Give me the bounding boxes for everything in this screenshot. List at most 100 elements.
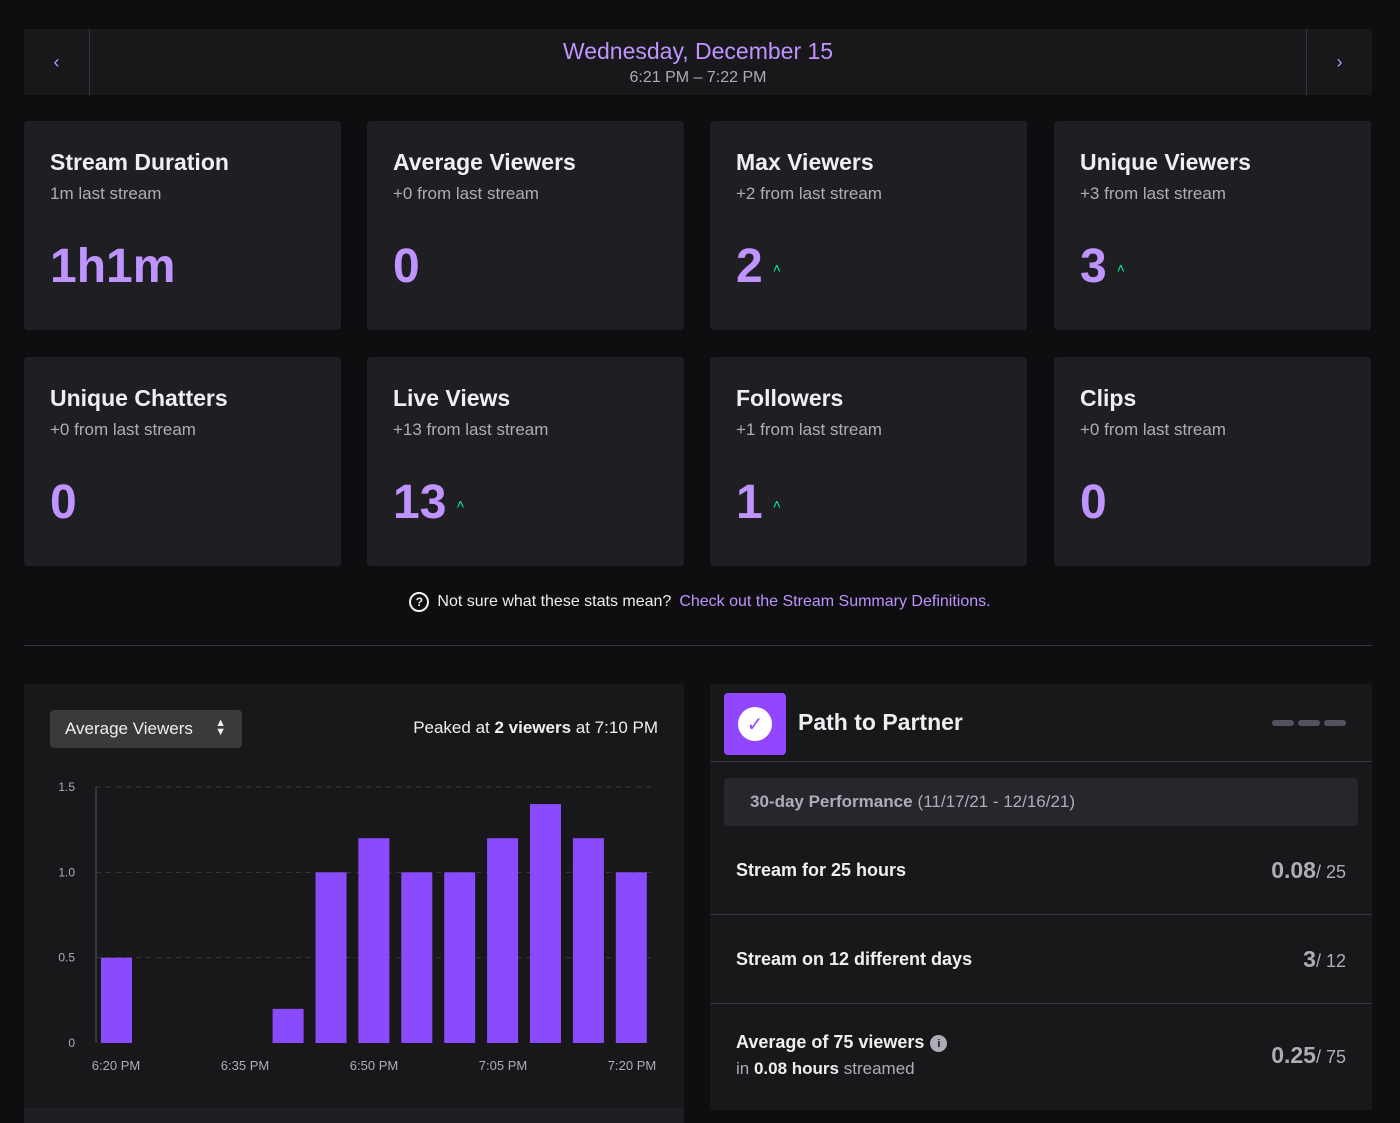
chevron-left-icon: ‹	[53, 51, 60, 72]
question-icon: ?	[409, 592, 430, 612]
stream-date-header: Wednesday, December 15 6:21 PM – 7:22 PM	[90, 29, 1306, 95]
goal-progress: 0.25/ 75	[1271, 1042, 1346, 1069]
stat-value: 0	[50, 476, 77, 529]
chart-bar	[272, 1008, 304, 1043]
peak-suffix: at 7:10 PM	[575, 718, 658, 737]
chart-bar	[101, 957, 132, 1043]
stream-time-range: 6:21 PM – 7:22 PM	[629, 68, 767, 86]
stat-title: Clips	[1080, 385, 1137, 411]
goal-sub-prefix: in	[736, 1058, 750, 1078]
stat-change: +3 from last stream	[1080, 184, 1226, 203]
partner-badge: ✓	[724, 693, 786, 755]
chart-panel-footer	[24, 1108, 684, 1123]
chevron-right-icon: ›	[1336, 51, 1343, 72]
goal-label: Average of 75 viewers	[736, 1031, 925, 1052]
y-tick-label: 1.0	[58, 865, 75, 879]
section-divider	[24, 645, 1372, 646]
x-tick-label: 7:20 PM	[608, 1058, 656, 1073]
chart-bar	[530, 804, 561, 1043]
goal-sub-suffix: streamed	[843, 1058, 915, 1078]
stat-title: Live Views	[393, 385, 511, 411]
y-tick-label: 1.5	[58, 780, 75, 794]
y-tick-label: 0.5	[58, 951, 75, 965]
goal-subtext: in 0.08 hours streamed	[736, 1059, 947, 1079]
stat-value: 2	[736, 240, 763, 293]
help-text: Not sure what these stats mean?	[437, 593, 672, 610]
check-icon: ✓	[738, 707, 772, 741]
viewer-chart-panel: Average Viewers ▲ ▼ Peaked at 2 viewers a…	[24, 684, 684, 1123]
chart-bar	[444, 872, 476, 1043]
goal-label-row: Average of 75 viewers i	[736, 1031, 948, 1053]
stat-card-average-viewers: Average Viewers +0 from last stream 0	[367, 121, 684, 330]
goal-label: Stream for 25 hours	[736, 860, 907, 880]
stream-date: Wednesday, December 15	[562, 37, 834, 64]
chart-bar	[358, 838, 390, 1043]
chart-bar	[315, 872, 347, 1043]
sort-arrows-icon: ▲ ▼	[215, 717, 226, 738]
stat-card-followers: Followers +1 from last stream 1 ˄	[710, 357, 1027, 566]
stat-value: 1h1m	[50, 240, 176, 293]
peak-summary: Peaked at 2 viewers at 7:10 PM	[413, 718, 658, 738]
stat-change: +2 from last stream	[736, 184, 882, 203]
partner-title: Path to Partner	[798, 709, 963, 735]
chart-bar	[615, 872, 647, 1043]
stat-card-clips: Clips +0 from last stream 0	[1054, 357, 1371, 566]
previous-stream-button[interactable]: ‹	[24, 29, 90, 95]
stat-title: Average Viewers	[393, 149, 576, 175]
metric-select[interactable]: Average Viewers ▲ ▼	[50, 710, 242, 748]
chart-bar	[487, 838, 519, 1043]
chart-bar	[401, 872, 433, 1043]
stats-help: ? Not sure what these stats mean? Check …	[0, 592, 1400, 612]
stat-change: +0 from last stream	[1080, 420, 1226, 439]
goal-stream-hours: Stream for 25 hours 0.08/ 25	[710, 827, 1372, 915]
metric-select-value: Average Viewers	[65, 719, 193, 738]
x-tick-label: 7:05 PM	[479, 1058, 527, 1073]
info-icon[interactable]: i	[930, 1035, 948, 1052]
stat-card-live-views: Live Views +13 from last stream 13 ˄	[367, 357, 684, 566]
trend-up-icon: ˄	[772, 259, 781, 276]
stat-title: Followers	[736, 385, 844, 411]
next-stream-button[interactable]: ›	[1306, 29, 1372, 95]
trend-up-icon: ˄	[772, 495, 781, 512]
x-tick-label: 6:20 PM	[92, 1058, 140, 1073]
peak-value: 2 viewers	[494, 718, 572, 737]
goal-target: / 25	[1315, 862, 1346, 882]
goal-progress: 0.08/ 25	[1271, 857, 1346, 884]
stat-value: 0	[1080, 476, 1107, 529]
performance-period: 30-day Performance (11/17/21 - 12/16/21)	[724, 778, 1358, 826]
y-tick-label: 0	[68, 1036, 75, 1050]
definitions-link[interactable]: Check out the Stream Summary Definitions…	[679, 593, 991, 610]
goal-current: 0.25	[1271, 1041, 1316, 1068]
performance-range: (11/17/21 - 12/16/21)	[917, 792, 1076, 811]
stat-value: 0	[393, 240, 420, 293]
stat-title: Max Viewers	[736, 149, 874, 175]
partner-header: ✓ Path to Partner	[710, 684, 1372, 762]
peak-prefix: Peaked at	[413, 718, 490, 737]
loading-dots-icon	[1272, 720, 1346, 726]
stat-value: 1	[736, 476, 763, 529]
goal-progress: 3/ 12	[1303, 946, 1346, 973]
stat-card-unique-chatters: Unique Chatters +0 from last stream 0	[24, 357, 341, 566]
viewers-bar-chart: 0 0.5 1.0 1.5 6:20 PM 6:35 PM 6:50 PM 7:05 PM 7:…	[58, 780, 656, 1073]
stat-change: +13 from last stream	[393, 420, 549, 439]
chart-bar	[572, 838, 604, 1043]
goal-sub-hours: 0.08 hours	[753, 1058, 840, 1078]
stat-value: 3	[1080, 240, 1107, 293]
trend-up-icon: ˄	[1116, 259, 1125, 276]
stat-card-unique-viewers: Unique Viewers +3 from last stream 3 ˄	[1054, 121, 1371, 330]
x-tick-label: 6:35 PM	[221, 1058, 269, 1073]
goal-current: 0.08	[1271, 857, 1316, 883]
stat-change: 1m last stream	[50, 184, 162, 203]
stat-card-max-viewers: Max Viewers +2 from last stream 2 ˄	[710, 121, 1027, 330]
stat-title: Unique Chatters	[50, 385, 228, 411]
goal-average-viewers: Average of 75 viewers i in 0.08 hours str…	[710, 1005, 1372, 1105]
performance-label: 30-day Performance	[750, 792, 913, 811]
goal-stream-days: Stream on 12 different days 3/ 12	[710, 916, 1372, 1004]
goal-target: / 75	[1315, 1046, 1346, 1067]
goal-label: Stream on 12 different days	[736, 949, 973, 969]
stat-value: 13	[393, 476, 447, 529]
stat-card-stream-duration: Stream Duration 1m last stream 1h1m	[24, 121, 341, 330]
stat-change: +0 from last stream	[393, 184, 539, 203]
date-navigator: ‹ Wednesday, December 15 6:21 PM – 7:22 …	[24, 29, 1372, 95]
stat-title: Stream Duration	[50, 149, 229, 175]
